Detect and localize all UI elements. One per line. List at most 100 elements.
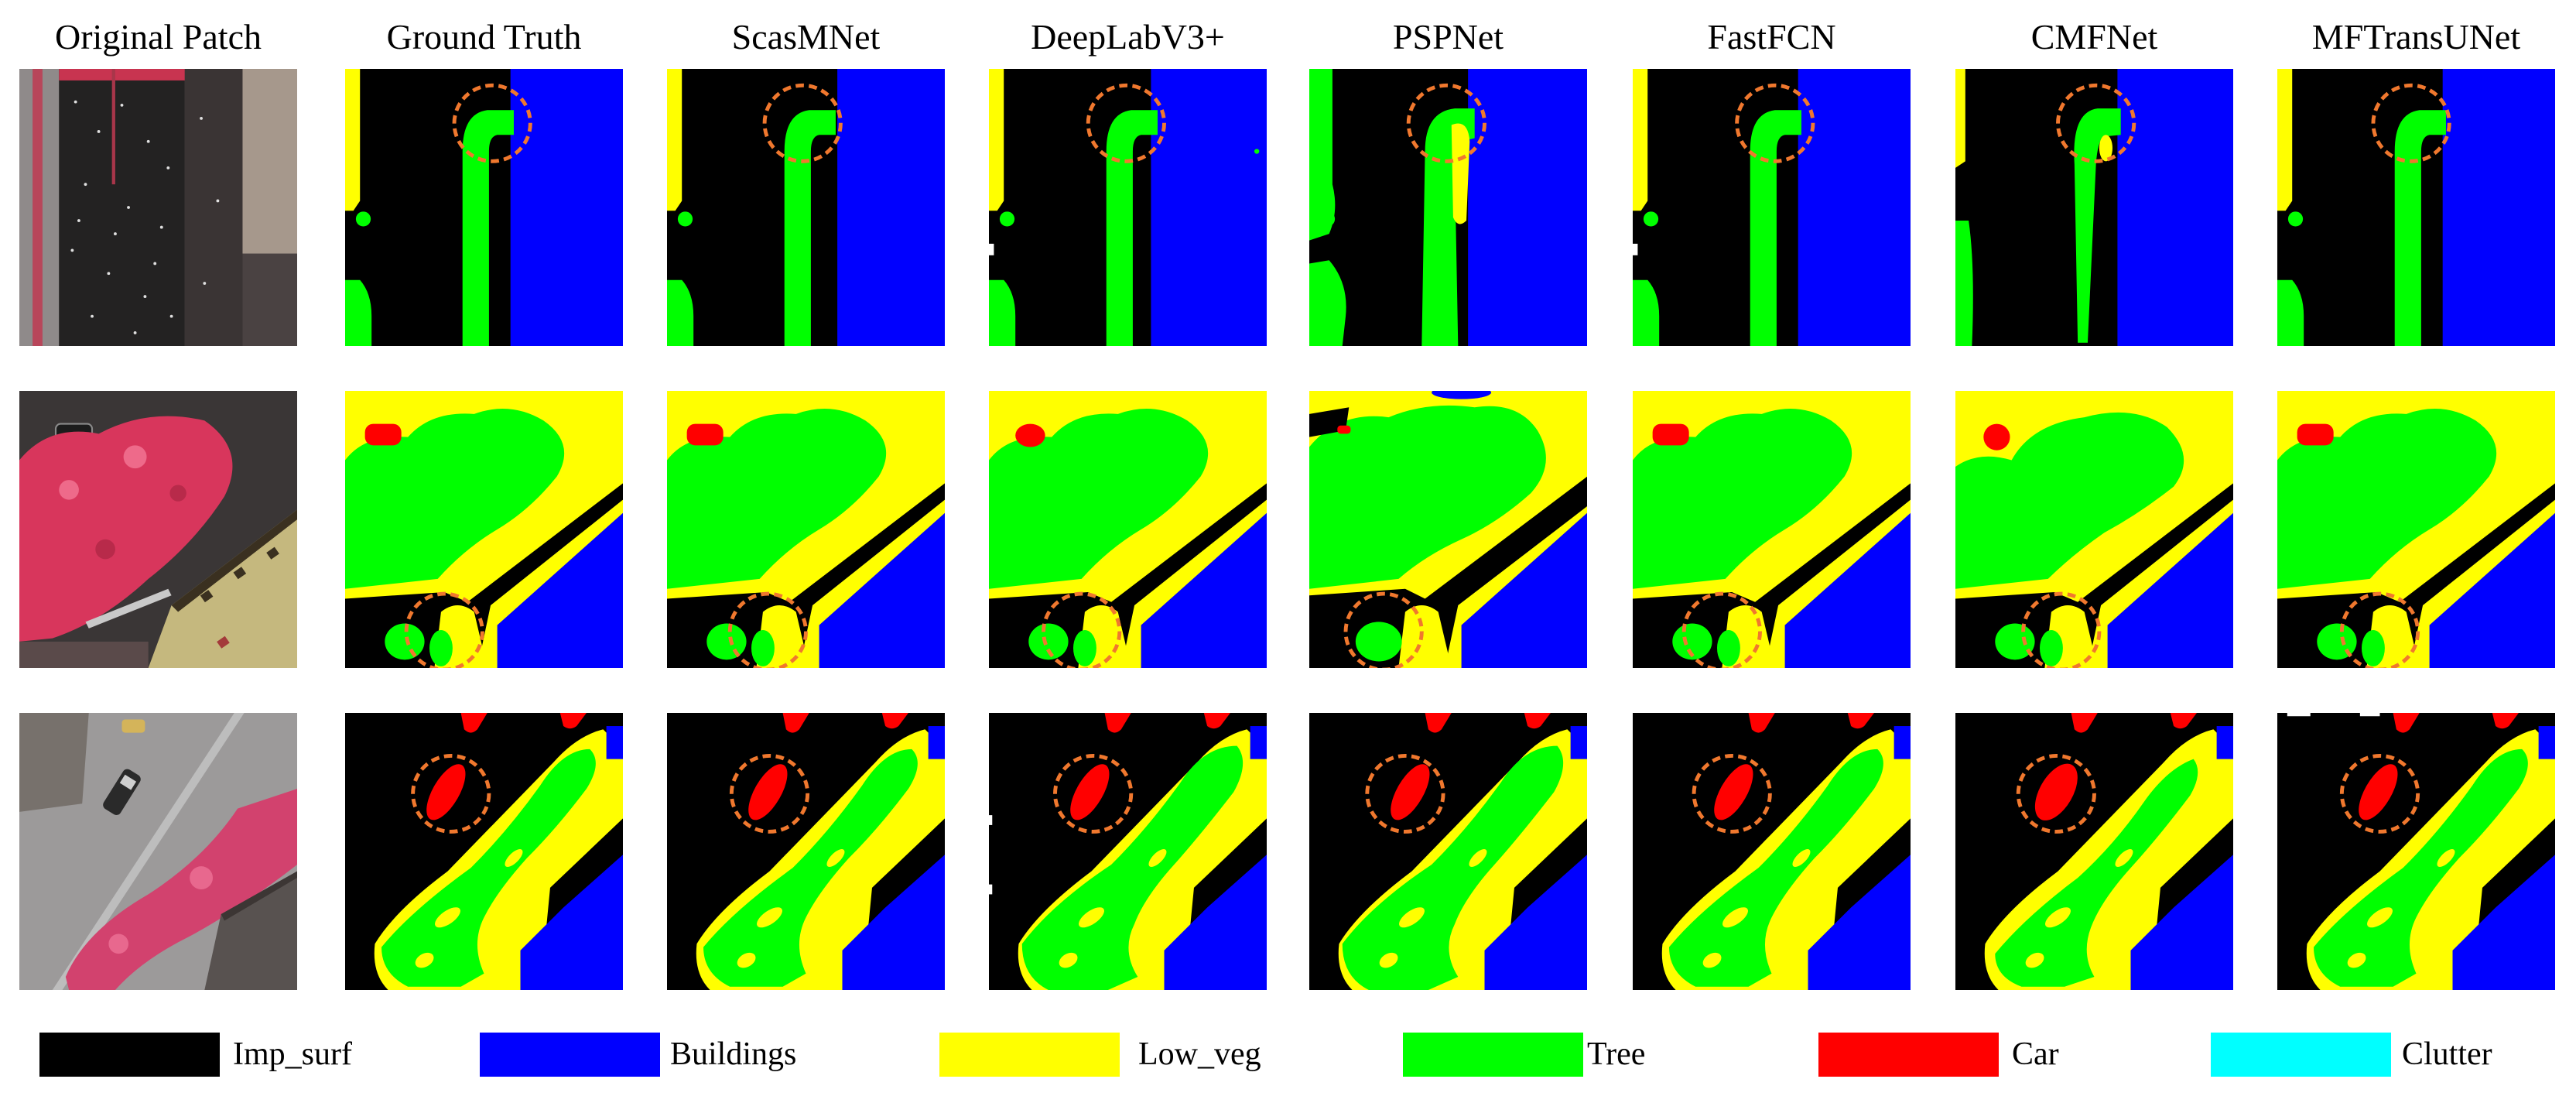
imp-surf-region xyxy=(1955,483,2233,668)
legend-swatch-buildings xyxy=(480,1033,660,1077)
roof-edge xyxy=(171,509,297,612)
column-header-cmfnet: CMFNet xyxy=(2030,17,2158,57)
tree-region xyxy=(2039,629,2063,666)
building-roof xyxy=(148,509,297,668)
railing xyxy=(85,588,172,629)
highlight-circle xyxy=(1681,591,1762,668)
car-region xyxy=(1070,764,1110,820)
roof-speckle xyxy=(200,117,203,120)
imp-surf-region xyxy=(345,483,623,668)
car-region xyxy=(1015,423,1045,447)
segmentation-map-fastfcn-row-3 xyxy=(1633,713,1911,990)
aerial-image xyxy=(19,391,297,668)
neighbor-roof xyxy=(184,69,243,346)
highlight-circle xyxy=(1053,753,1134,834)
segmentation-image xyxy=(2277,713,2555,990)
low-veg-region xyxy=(1148,849,1167,867)
highlight-circle xyxy=(452,83,532,163)
imp-surf-region xyxy=(667,483,945,668)
car-region xyxy=(1983,423,2010,450)
low-veg-region xyxy=(737,952,756,968)
low-veg-region xyxy=(2347,952,2366,968)
car-region xyxy=(1104,713,1131,733)
segmentation-map-deeplabv3-row-1 xyxy=(989,69,1267,346)
legend-swatch-tree xyxy=(1403,1033,1583,1077)
tree-canopy xyxy=(19,416,233,642)
image-border-artifact xyxy=(1633,243,1638,255)
car-region xyxy=(881,713,908,729)
roof-speckle xyxy=(203,282,207,285)
buildings-region xyxy=(2452,855,2555,990)
roof-speckle xyxy=(77,219,80,222)
tree-region xyxy=(1421,108,1475,346)
roof-speckle xyxy=(84,183,87,187)
low-veg-region xyxy=(2025,952,2044,968)
highlight-circle xyxy=(729,753,810,834)
yellow-car xyxy=(121,719,145,733)
roof-speckle xyxy=(70,248,74,252)
legend-swatch-clutter xyxy=(2211,1033,2391,1077)
segmentation-image xyxy=(1633,69,1911,346)
tree-region xyxy=(1716,629,1740,666)
roof-speckle xyxy=(127,206,130,209)
tree-region xyxy=(2394,110,2446,346)
roof-speckle xyxy=(153,262,157,265)
car-region xyxy=(559,713,587,729)
roof-speckle xyxy=(159,225,163,229)
segmentation-map-pspnet-row-3 xyxy=(1309,713,1587,990)
roof-speckle xyxy=(107,272,111,276)
buildings-region xyxy=(2216,726,2233,759)
legend-label-tree: Tree xyxy=(1587,1036,1646,1072)
low-veg-region xyxy=(1702,952,1722,968)
segmentation-image xyxy=(667,713,945,990)
segmentation-map-deeplabv3-row-2 xyxy=(989,391,1267,668)
legend-label-buildings: Buildings xyxy=(670,1036,797,1072)
ground-patch xyxy=(19,641,149,668)
legend-swatch-low-veg xyxy=(939,1033,1120,1077)
tree-region xyxy=(999,211,1015,227)
tree-region xyxy=(1672,623,1712,660)
tree-region xyxy=(1995,759,2198,987)
segmentation-map-deeplabv3-row-3 xyxy=(989,713,1267,990)
highlight-circle xyxy=(2371,83,2451,163)
low-veg-region xyxy=(1633,69,1648,211)
low-veg-region xyxy=(2044,907,2071,928)
buildings-region xyxy=(2538,726,2555,759)
tree-region xyxy=(1355,622,1402,662)
tree-highlight xyxy=(108,933,129,954)
low-veg-region xyxy=(1792,849,1811,867)
tree-region xyxy=(2314,748,2528,987)
segmentation-image xyxy=(1633,713,1911,990)
segmentation-image xyxy=(667,391,945,668)
segmentation-map-ground-truth-row-3 xyxy=(345,713,623,990)
highlight-circle xyxy=(2339,753,2420,834)
imp-surf-region xyxy=(1633,483,1911,668)
highlight-circle xyxy=(2056,83,2136,163)
roof-window xyxy=(266,546,279,560)
roof-speckle xyxy=(114,232,117,236)
tree-region xyxy=(989,409,1209,589)
tree-region xyxy=(1643,211,1659,227)
segmentation-image xyxy=(1309,713,1587,990)
low-veg-region xyxy=(1379,952,1398,968)
tree-region xyxy=(1633,409,1852,589)
tree-region xyxy=(1254,149,1260,154)
tree-region xyxy=(1955,412,2184,589)
highlight-circle xyxy=(1365,753,1445,834)
car-region xyxy=(2359,764,2398,820)
tree-region xyxy=(1106,110,1158,346)
column-header-fastfcn: FastFCN xyxy=(1707,17,1836,57)
legend-swatch-imp-surf xyxy=(39,1033,220,1077)
buildings-region xyxy=(2130,855,2233,990)
roof xyxy=(204,871,297,990)
car-region xyxy=(1652,423,1689,446)
legend-label-imp-surf: Imp_surf xyxy=(233,1036,352,1072)
car-region xyxy=(782,713,809,733)
low-veg-region xyxy=(415,952,434,968)
low-veg-region xyxy=(667,69,682,211)
column-header-mftransunet: MFTransUNet xyxy=(2311,17,2521,57)
car-region xyxy=(364,423,402,446)
car-region xyxy=(1425,713,1452,733)
roof-speckle xyxy=(166,166,170,170)
